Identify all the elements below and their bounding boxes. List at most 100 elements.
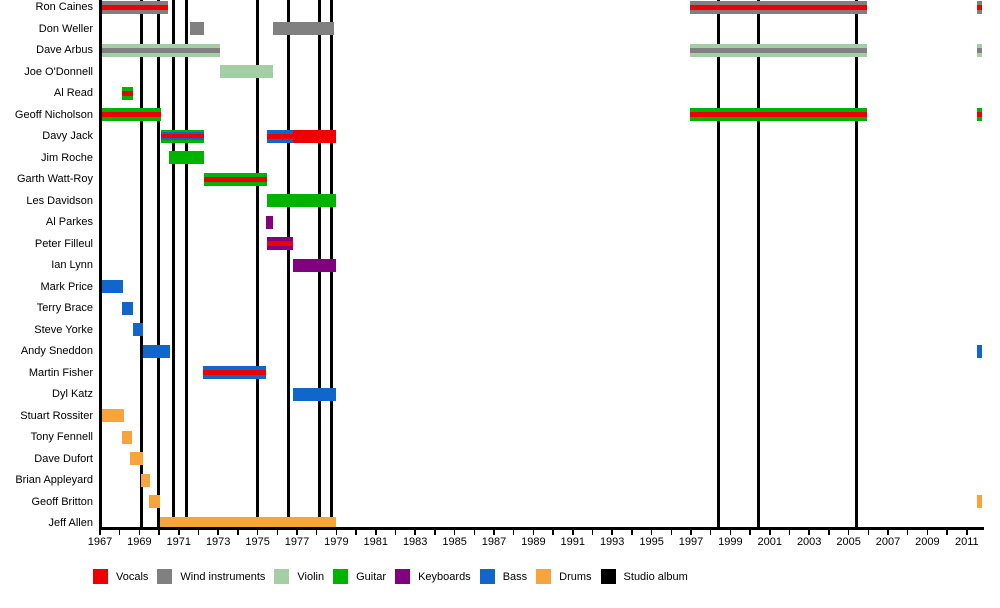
member-name-label: Peter Filleul: [34, 237, 93, 250]
x-axis-tick-label: 1973: [205, 536, 231, 548]
tenure-bar-garth-watt-roy-0: [204, 172, 268, 186]
tenure-bar-geoff-nicholson-2: [976, 108, 982, 121]
tenure-bar-brian-appleyard-0: [141, 473, 151, 487]
legend-item-drums: Drums: [536, 569, 592, 584]
role-stripe: [976, 112, 982, 117]
member-name-label: Al Parkes: [45, 216, 93, 228]
tenure-bar-mark-price-0: [100, 280, 123, 293]
x-axis-tick-label: 1985: [442, 536, 467, 548]
tenure-bar-peter-filleul-0: [267, 237, 294, 250]
member-name-label: Jeff Allen: [48, 517, 93, 529]
x-axis-tick: [946, 529, 948, 535]
x-axis-tick: [296, 529, 298, 535]
tenure-bar-jim-roche-0: [168, 151, 205, 164]
x-axis-tick: [493, 529, 495, 535]
x-axis-tick-label: 1975: [245, 536, 270, 548]
tenure-bar-geoff-nicholson-0: [100, 108, 162, 121]
x-axis-tick-label: 1983: [402, 536, 428, 548]
x-axis-tick: [237, 529, 239, 535]
x-axis-tick-label: 1993: [599, 536, 625, 548]
member-name-label: Geoff Nicholson: [14, 108, 93, 121]
guitar-swatch: [333, 569, 349, 584]
x-axis-tick: [650, 529, 653, 535]
album-swatch: [600, 569, 616, 584]
tenure-bar-geoff-britton-0: [149, 495, 161, 508]
x-axis-tick: [178, 529, 180, 535]
member-name-label: Steve Yorke: [34, 323, 93, 336]
x-axis-tick-label: 1995: [639, 536, 664, 548]
tenure-bar-tony-fennell-0: [121, 430, 132, 444]
x-axis-tick-label: 1989: [521, 536, 546, 548]
member-name-label: Ian Lynn: [51, 259, 93, 271]
legend-item-violin: Violin: [274, 569, 324, 584]
x-axis-tick-label: 1967: [87, 536, 113, 548]
role-stripe: [690, 4, 868, 10]
x-axis-tick-label: 2009: [915, 536, 940, 548]
role-stripe: [267, 241, 294, 246]
x-axis-tick: [335, 529, 338, 535]
role-stripe: [100, 4, 168, 10]
legend-label: Studio album: [623, 570, 688, 583]
vocals-swatch: [93, 569, 108, 584]
role-stripe: [976, 47, 982, 53]
studio-album-line-0: [140, 0, 144, 527]
x-axis-tick-label: 1991: [560, 536, 586, 548]
studio-album-line-9: [757, 0, 761, 527]
legend-label: Vocals: [116, 570, 149, 583]
role-stripe: [690, 47, 868, 53]
tenure-bar-joe-o-donnell-0: [220, 65, 274, 78]
x-axis-tick: [394, 529, 397, 535]
tenure-bar-andy-sneddon-0: [143, 344, 170, 358]
x-axis-tick: [749, 529, 751, 535]
x-axis-tick: [591, 529, 594, 535]
x-axis-tick: [217, 529, 219, 535]
member-name-label: Garth Watt-Roy: [17, 173, 93, 185]
tenure-bar-dave-arbus-2: [976, 43, 982, 57]
x-axis-tick-label: 1999: [718, 536, 743, 548]
tenure-bar-dave-dufort-0: [129, 452, 144, 465]
tenure-bar-stuart-rossiter-0: [100, 409, 124, 422]
tenure-bar-davy-jack-0: [161, 129, 205, 143]
tenure-bar-davy-jack-2: [293, 129, 337, 143]
member-name-label: Don Weller: [38, 22, 93, 35]
role-stripe: [203, 370, 267, 375]
member-name-label: Tony Fennell: [30, 431, 93, 443]
x-axis-tick-label: 1969: [127, 536, 152, 548]
legend-label: Wind instruments: [180, 570, 266, 583]
x-axis-tick: [276, 529, 279, 535]
tenure-bar-andy-sneddon-1: [976, 344, 982, 358]
x-axis-tick-label: 2007: [875, 536, 901, 548]
studio-album-line-8: [717, 0, 721, 527]
member-name-label: Davy Jack: [42, 130, 93, 142]
x-axis-tick: [709, 529, 712, 535]
tenure-bar-ron-caines-0: [100, 0, 168, 14]
studio-album-line-4: [256, 0, 260, 527]
legend-label: Drums: [559, 570, 592, 583]
studio-album-line-3: [185, 0, 189, 527]
x-axis-tick-label: 1981: [363, 536, 389, 548]
studio-album-line-5: [286, 0, 290, 527]
x-axis-tick: [532, 529, 535, 535]
bass-swatch: [479, 569, 495, 584]
tenure-bar-dave-arbus-1: [690, 43, 868, 57]
x-axis-tick: [512, 529, 515, 535]
violin-swatch: [274, 569, 290, 584]
member-name-label: Terry Brace: [36, 302, 93, 314]
member-name-label: Dyl Katz: [52, 388, 93, 400]
legend-label: Violin: [297, 570, 325, 583]
tenure-bar-al-read-0: [121, 86, 134, 100]
legend-label: Guitar: [356, 570, 387, 583]
member-name-label: Dave Arbus: [36, 44, 93, 56]
x-axis-tick-label: 1971: [166, 536, 192, 548]
role-stripe: [204, 176, 268, 182]
tenure-bar-geoff-britton-1: [976, 495, 982, 508]
x-axis-tick-label: 1979: [324, 536, 349, 548]
x-axis-tick: [887, 529, 889, 535]
x-axis-tick: [611, 529, 613, 535]
member-name-label: Brian Appleyard: [15, 474, 93, 486]
x-axis-tick: [99, 529, 101, 535]
tenure-bar-ron-caines-2: [976, 0, 982, 14]
legend: Vocals Wind instruments Violin Guitar Keyboa…: [93, 569, 688, 584]
